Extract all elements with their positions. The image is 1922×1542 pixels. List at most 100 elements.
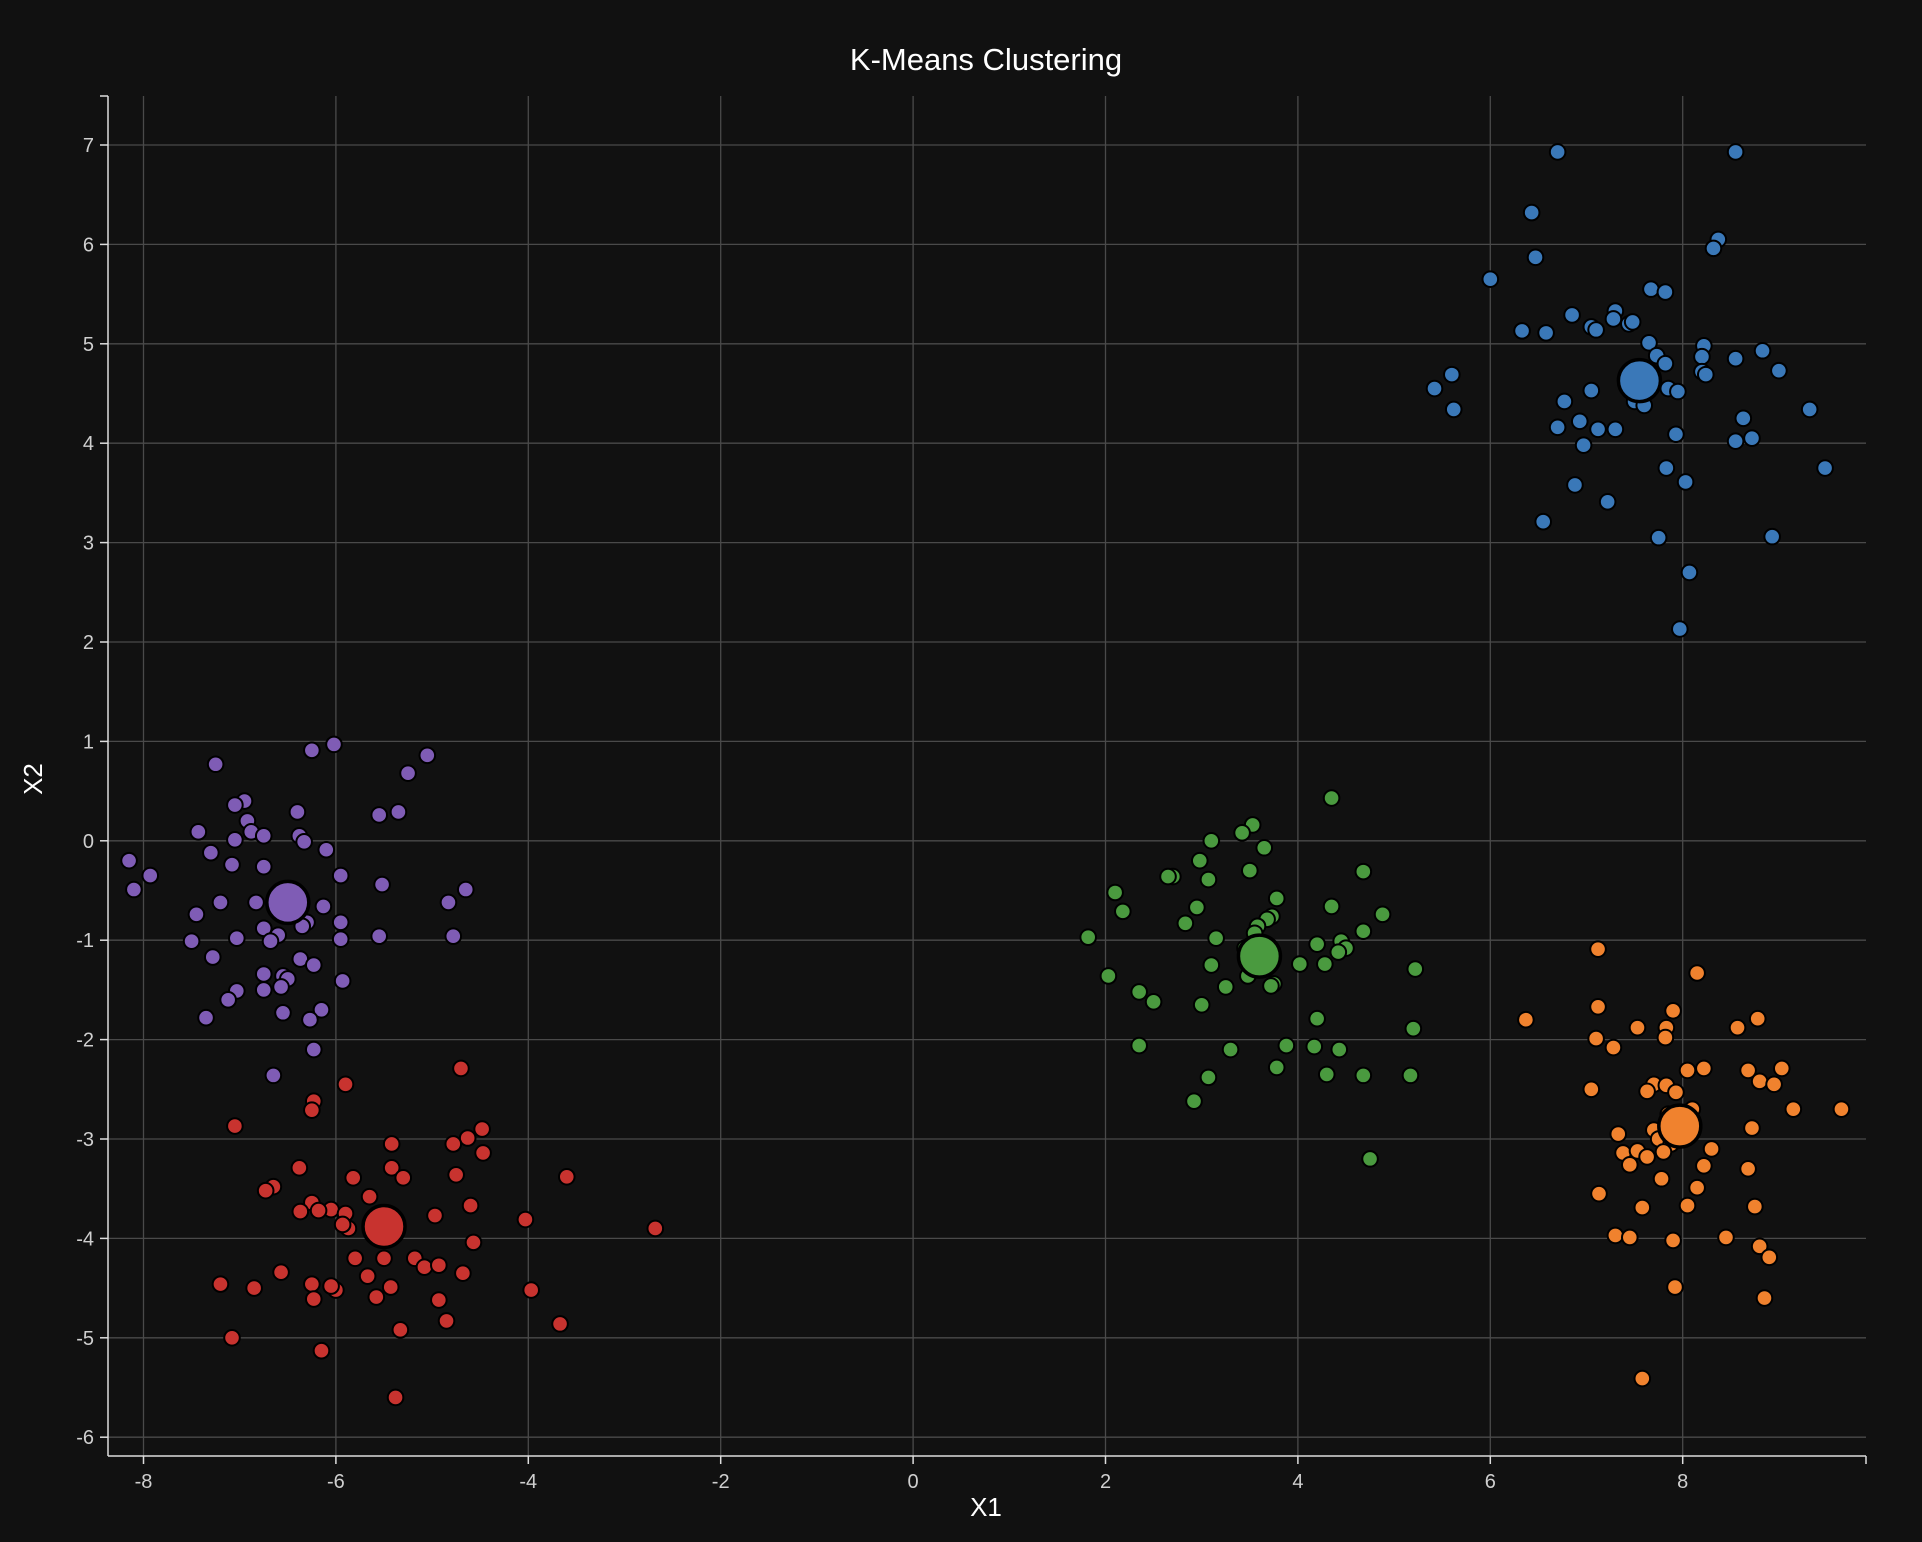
y-tick-label: 0 [83, 831, 94, 853]
data-point [430, 1256, 448, 1275]
data-point [1330, 1040, 1349, 1059]
data-point [1255, 838, 1274, 857]
y-tick-label: -4 [76, 1228, 94, 1250]
data-point [1555, 392, 1574, 411]
data-point [367, 1288, 386, 1306]
data-point [1216, 978, 1235, 996]
data-point [223, 855, 241, 874]
data-point [1202, 832, 1221, 850]
data-point [1640, 334, 1658, 352]
data-point [1704, 239, 1723, 258]
data-point [1667, 425, 1685, 444]
data-point [358, 1267, 377, 1285]
data-point [1526, 248, 1545, 267]
data-point [1354, 862, 1373, 881]
y-tick-label: 7 [83, 135, 94, 157]
data-point [1589, 997, 1607, 1016]
data-point [1277, 1036, 1296, 1055]
data-point [1678, 1196, 1697, 1215]
data-point [1728, 1018, 1747, 1037]
data-point [1534, 512, 1553, 531]
data-point [254, 827, 273, 845]
cluster-centroid [1616, 357, 1663, 404]
data-point [1582, 1080, 1601, 1099]
data-point [1548, 418, 1567, 437]
y-tick-label: -3 [76, 1129, 94, 1151]
data-point [1574, 436, 1593, 454]
data-point [1354, 1066, 1373, 1085]
data-point [1548, 143, 1567, 161]
data-point [1772, 1059, 1791, 1078]
data-point [1676, 473, 1695, 491]
data-point [444, 927, 463, 946]
x-tick-label: -4 [519, 1471, 537, 1493]
data-point [1652, 1169, 1671, 1188]
data-point [1114, 902, 1132, 921]
data-point [370, 927, 388, 946]
data-point [291, 1202, 310, 1221]
data-point [1604, 1038, 1623, 1057]
data-point [312, 1341, 331, 1360]
data-point [1702, 1140, 1721, 1158]
data-point [418, 746, 437, 765]
data-point [1481, 270, 1500, 288]
data-point [1537, 324, 1555, 342]
y-tick-label: -2 [76, 1030, 94, 1052]
data-point [399, 764, 417, 783]
data-point [1517, 1010, 1535, 1029]
x-axis-label: X1 [970, 1492, 1002, 1522]
data-point [1563, 306, 1581, 324]
data-point [211, 893, 230, 912]
data-point [1623, 313, 1642, 331]
data-point [1688, 964, 1706, 982]
data-point [1079, 928, 1097, 947]
y-tick-label: -1 [76, 930, 94, 952]
data-point [274, 1003, 292, 1022]
data-point [1642, 280, 1660, 298]
data-point [1144, 993, 1163, 1011]
data-point [1566, 476, 1584, 494]
data-point [1620, 1156, 1639, 1174]
data-point [1654, 1143, 1673, 1161]
grid-lines [108, 96, 1866, 1456]
data-point [1678, 1061, 1697, 1080]
data-point [288, 803, 307, 821]
data-point [1322, 897, 1341, 916]
data-point [1726, 143, 1745, 161]
y-tick-label: 6 [83, 234, 94, 256]
data-point [1633, 1198, 1652, 1217]
data-point [426, 1206, 444, 1225]
data-point [336, 1075, 355, 1094]
data-point [439, 893, 458, 912]
data-point [1656, 283, 1675, 301]
centroids [265, 357, 1703, 1250]
data-point [189, 823, 208, 841]
cluster-centroid [361, 1203, 407, 1250]
data-point [202, 843, 220, 862]
data-point [346, 1249, 364, 1268]
data-point [211, 1275, 230, 1293]
data-point [1425, 379, 1444, 398]
data-point [1401, 1066, 1420, 1085]
data-point [1221, 1040, 1240, 1059]
data-point [256, 1181, 275, 1200]
data-point [473, 1120, 491, 1138]
x-tick-labels: -8 -6 -4 -2 0 2 4 6 8 [135, 1471, 1689, 1493]
data-point [1443, 365, 1461, 384]
data-point [1656, 1028, 1675, 1047]
data-point [1444, 400, 1463, 419]
data-point [219, 991, 237, 1009]
data-point [333, 1215, 352, 1234]
data-point [303, 1275, 321, 1293]
data-point [125, 880, 143, 899]
data-point [301, 1010, 319, 1029]
y-tick-label: 1 [83, 731, 94, 753]
data-point [1743, 429, 1761, 448]
data-point [226, 831, 244, 849]
data-point [1816, 459, 1834, 477]
data-point [1726, 349, 1745, 368]
data-point [1832, 1100, 1851, 1118]
data-point [1649, 528, 1668, 547]
data-point [331, 913, 350, 932]
data-point [551, 1315, 569, 1333]
